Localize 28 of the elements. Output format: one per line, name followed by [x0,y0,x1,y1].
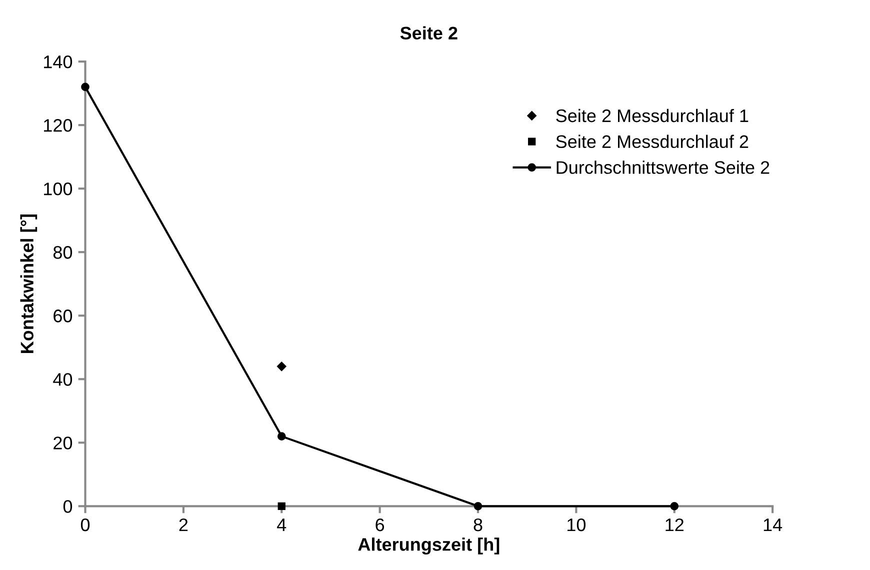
x-tick-label: 8 [474,518,482,532]
x-tick-label: 2 [179,518,188,532]
x-tick-label: 0 [80,518,90,532]
x-tick-label: 12 [666,518,684,532]
x-tick-label: 4 [277,518,286,532]
legend-label: Seite 2 Messdurchlauf 1 [556,108,748,122]
x-tick-label: 14 [764,518,782,532]
y-tick-label: 120 [44,119,72,132]
legend-label: Durchschnittswerte Seite 2 [556,160,770,174]
y-axis-title: Kontakwinkel [°] [20,214,38,353]
y-tick-label: 80 [53,246,72,259]
x-tick-label: 10 [568,518,586,532]
point [81,82,90,92]
point [278,502,286,510]
y-tick-label: 40 [53,373,72,386]
y-tick-label: 20 [54,436,72,450]
y-tick-label: 140 [44,55,72,68]
legend-label: Seite 2 Messdurchlauf 2 [556,134,748,148]
point [277,432,286,440]
x-tick-label: 6 [376,518,384,532]
point [474,502,482,510]
x-axis-title: Alterungszeit [h] [358,538,500,554]
y-tick-label: 60 [54,310,72,322]
y-tick-label: 0 [63,500,72,513]
point [670,502,679,510]
chart-title: Seite 2 [400,26,458,40]
point [277,362,286,372]
y-tick-label: 100 [44,182,72,196]
